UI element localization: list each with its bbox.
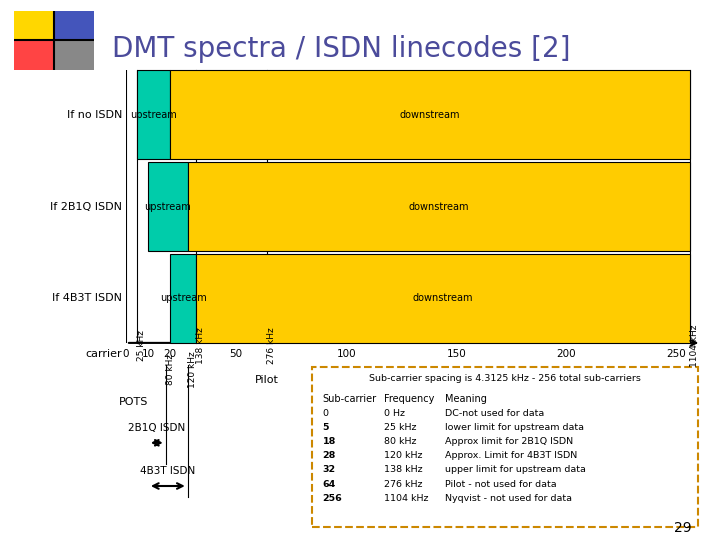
- Text: 120 kHz: 120 kHz: [384, 451, 422, 461]
- Text: If 2B1Q ISDN: If 2B1Q ISDN: [50, 201, 122, 212]
- Text: downstream: downstream: [413, 293, 473, 303]
- Text: 28: 28: [323, 451, 336, 461]
- Text: 1104 kHz: 1104 kHz: [384, 494, 428, 503]
- Text: 50: 50: [230, 349, 243, 359]
- Text: Frequency: Frequency: [384, 394, 434, 404]
- Text: Approx limit for 2B1Q ISDN: Approx limit for 2B1Q ISDN: [445, 437, 573, 447]
- Text: 25 kHz: 25 kHz: [384, 423, 416, 433]
- Text: upper limit for upstream data: upper limit for upstream data: [445, 465, 586, 475]
- Text: 25 kHz: 25 kHz: [137, 330, 146, 361]
- Bar: [14, 40, 54, 70]
- Text: 80 kHz: 80 kHz: [384, 437, 416, 447]
- Text: 4B3T ISDN: 4B3T ISDN: [140, 466, 195, 476]
- Text: upstream: upstream: [130, 110, 177, 120]
- Text: 250: 250: [667, 349, 686, 359]
- Text: Meaning: Meaning: [445, 394, 487, 404]
- Text: 138 kHz: 138 kHz: [197, 327, 205, 364]
- Text: 29: 29: [674, 521, 691, 535]
- Text: downstream: downstream: [408, 201, 469, 212]
- Text: upstream: upstream: [160, 293, 207, 303]
- Text: 32: 32: [323, 465, 336, 475]
- Text: 256: 256: [323, 494, 342, 503]
- Text: downstream: downstream: [400, 110, 460, 120]
- Text: lower limit for upstream data: lower limit for upstream data: [445, 423, 584, 433]
- Text: 80 kHz: 80 kHz: [166, 354, 175, 386]
- Text: 5: 5: [323, 423, 329, 433]
- Text: If 4B3T ISDN: If 4B3T ISDN: [53, 293, 122, 303]
- Text: 64: 64: [323, 480, 336, 489]
- Text: 100: 100: [336, 349, 356, 359]
- Text: 150: 150: [446, 349, 466, 359]
- Text: DMT spectra / ISDN linecodes [2]: DMT spectra / ISDN linecodes [2]: [112, 35, 570, 63]
- Text: 0: 0: [122, 349, 130, 359]
- Text: Sub-carrier spacing is 4.3125 kHz - 256 total sub-carriers: Sub-carrier spacing is 4.3125 kHz - 256 …: [369, 374, 641, 383]
- Bar: [54, 11, 94, 40]
- Text: Pilot - not used for data: Pilot - not used for data: [445, 480, 557, 489]
- Text: Approx. Limit for 4B3T ISDN: Approx. Limit for 4B3T ISDN: [445, 451, 577, 461]
- Text: POTS: POTS: [119, 397, 148, 407]
- Text: 200: 200: [557, 349, 576, 359]
- Text: 0: 0: [323, 409, 328, 418]
- Text: 138 kHz: 138 kHz: [384, 465, 423, 475]
- Text: If no ISDN: If no ISDN: [67, 110, 122, 120]
- Text: 2B1Q ISDN: 2B1Q ISDN: [128, 423, 186, 433]
- Text: upstream: upstream: [145, 201, 192, 212]
- Text: 1104 kHz: 1104 kHz: [690, 325, 698, 367]
- Text: 276 kHz: 276 kHz: [384, 480, 422, 489]
- Text: 120 kHz: 120 kHz: [188, 352, 197, 388]
- Text: 0 Hz: 0 Hz: [384, 409, 405, 418]
- Text: 276 kHz: 276 kHz: [267, 327, 276, 364]
- Text: Pilot: Pilot: [255, 375, 279, 386]
- Text: Sub-carrier: Sub-carrier: [323, 394, 377, 404]
- Text: 10: 10: [141, 349, 155, 359]
- Text: Nyqvist - not used for data: Nyqvist - not used for data: [445, 494, 572, 503]
- Text: 18: 18: [323, 437, 336, 447]
- Text: carrier: carrier: [86, 349, 122, 359]
- Text: DC-not used for data: DC-not used for data: [445, 409, 544, 418]
- Text: 20: 20: [163, 349, 176, 359]
- Bar: [14, 11, 54, 40]
- Bar: [54, 40, 94, 70]
